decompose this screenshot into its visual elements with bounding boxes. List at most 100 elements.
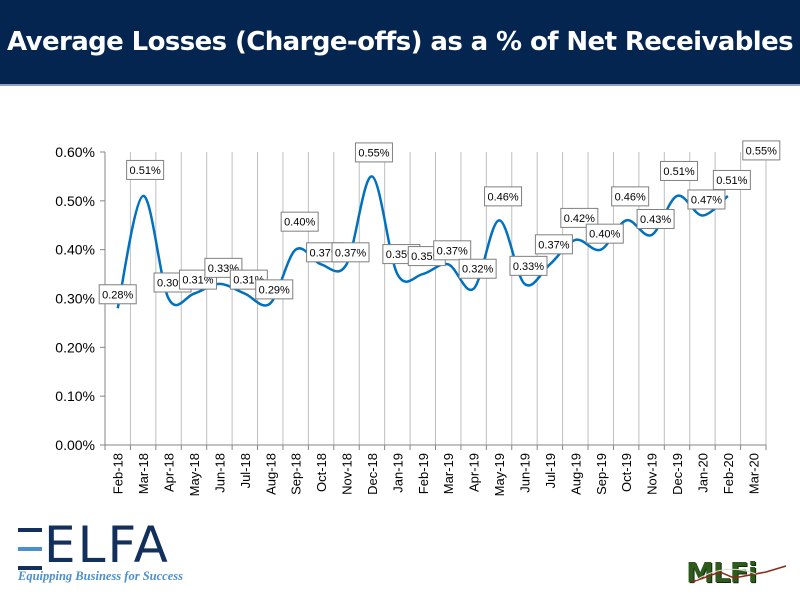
data-label-text: 0.32% [462,264,493,276]
data-labels: 0.28%0.51%0.30%0.31%0.33%0.31%0.29%0.40%… [98,140,781,305]
x-tick-label: Feb-18 [111,453,126,494]
data-label-box [98,284,137,305]
data-label: 0.42% [560,207,599,228]
data-label-box [560,207,599,228]
data-label: 0.37% [331,242,370,263]
data-label: 0.33% [509,255,548,276]
data-label-box [331,242,370,263]
data-label-box [687,189,726,210]
y-tick-label: 0.20% [55,339,95,355]
y-axis-ticks: 0.00% 0.10% 0.20% 0.30% 0.40% 0.50% 0.60% [55,144,105,453]
data-label-text: 0.37% [437,245,468,257]
x-tick-label: Oct-18 [314,453,329,492]
elfa-wordmark: ELFA [44,516,170,574]
data-label-text: 0.37% [538,239,569,251]
data-label-box [354,142,393,163]
data-label-box [636,209,675,230]
x-tick-label: Mar-19 [441,453,456,494]
data-label-text: 0.46% [615,191,646,203]
data-label: 0.40% [280,211,319,232]
x-tick-label: Jun-19 [517,453,532,493]
data-label-box [255,279,294,300]
data-label-box [484,186,523,207]
data-label-text: 0.51% [716,175,747,187]
gridlines [129,152,767,445]
data-label: 0.51% [712,169,751,190]
x-tick-label: Nov-18 [340,453,355,495]
x-tick-label: Apr-19 [467,453,482,492]
y-tick-label: 0.10% [55,388,95,404]
x-axis-ticks: Feb-18 Mar-18 Apr-18 May-18 Jun-18 Jul-18 Aug-… [104,445,767,496]
data-label: 0.37% [534,234,573,255]
mlfi-trend-line-icon [691,565,787,583]
x-tick-label: Aug-19 [568,453,583,495]
data-label: 0.37% [433,240,472,261]
x-tick-label: Aug-18 [263,453,278,495]
data-label: 0.55% [742,140,781,161]
x-tick-label: Feb-20 [721,453,736,494]
data-label-text: 0.29% [259,284,290,296]
data-label-box [433,240,472,261]
x-tick-label: Sep-18 [289,453,304,495]
elfa-tagline: Equipping Business for Success [18,569,183,583]
data-label-text: 0.37% [335,247,366,259]
elfa-logo: ELFA Equipping Business for Success [18,516,188,588]
data-label-text: 0.55% [746,145,777,157]
x-tick-label: Dec-19 [670,453,685,495]
data-label-text: 0.55% [358,147,389,159]
elfa-e-bars-icon [18,526,42,572]
data-label-text: 0.33% [513,261,544,273]
data-label-text: 0.40% [284,217,315,229]
page-title: Average Losses (Charge-offs) as a % of N… [7,27,794,57]
data-label: 0.32% [458,258,497,279]
x-tick-label: Oct-19 [619,453,634,492]
x-tick-label: Apr-18 [162,453,177,492]
data-label-text: 0.40% [589,229,620,241]
data-label: 0.28% [98,284,137,305]
y-tick-label: 0.40% [55,242,95,258]
x-tick-label: Mar-18 [136,453,151,494]
y-tick-label: 0.50% [55,193,95,209]
x-tick-label: Nov-19 [645,453,660,495]
data-label-box [585,223,624,244]
x-tick-label: Dec-18 [365,453,380,495]
x-tick-label: Jan-20 [695,453,710,493]
x-tick-label: Jun-18 [212,453,227,493]
y-tick-label: 0.00% [55,437,95,453]
x-tick-label: Feb-19 [416,453,431,494]
data-label-text: 0.28% [102,289,133,301]
data-label: 0.29% [255,279,294,300]
data-label-box [280,211,319,232]
data-label-text: 0.46% [487,191,518,203]
data-label-box [742,140,781,161]
data-label-box [660,160,699,181]
y-tick-label: 0.30% [55,291,95,307]
y-tick-label: 0.60% [55,144,95,160]
data-label-text: 0.51% [130,165,161,177]
data-label-text: 0.42% [564,213,595,225]
data-label: 0.46% [611,186,650,207]
data-label-box [534,234,573,255]
x-tick-label: May-18 [187,453,202,496]
data-label: 0.43% [636,209,675,230]
data-label: 0.51% [660,160,699,181]
mlfi-logo: MLFi [686,556,794,589]
x-tick-label: Mar-20 [746,453,761,494]
data-label-box [458,258,497,279]
x-tick-label: Sep-19 [594,453,609,495]
data-label: 0.46% [484,186,523,207]
title-bar: Average Losses (Charge-offs) as a % of N… [0,0,800,86]
data-label-text: 0.51% [663,166,694,178]
data-label: 0.40% [585,223,624,244]
x-tick-label: Jan-19 [390,453,405,493]
data-label-box [509,255,548,276]
data-label-box [611,186,650,207]
data-label: 0.47% [687,189,726,210]
data-label-text: 0.43% [640,214,671,226]
data-label-box [126,159,165,180]
data-label: 0.51% [126,159,165,180]
x-tick-label: Jul-18 [238,453,253,488]
data-label: 0.55% [354,142,393,163]
data-label-text: 0.47% [691,194,722,206]
